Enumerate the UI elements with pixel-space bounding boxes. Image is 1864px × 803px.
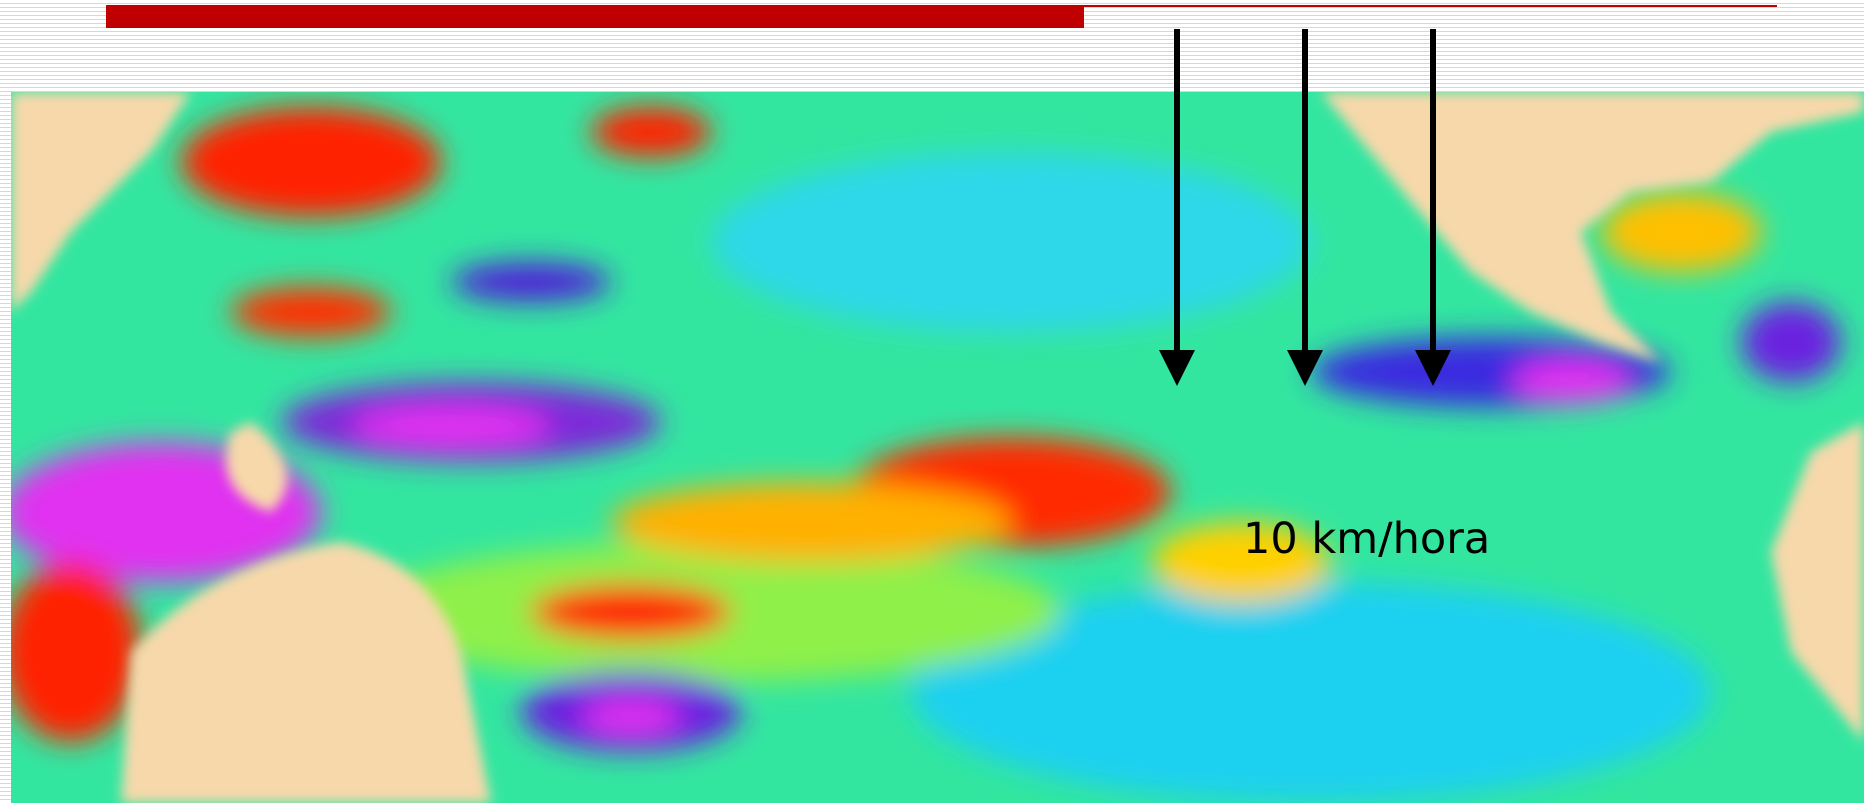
title-bar <box>106 5 1777 28</box>
annotation: 10 km/hora <box>1243 514 1491 564</box>
arrows <box>1159 29 1451 386</box>
red-bar <box>106 5 1084 28</box>
current-map <box>11 92 1864 803</box>
